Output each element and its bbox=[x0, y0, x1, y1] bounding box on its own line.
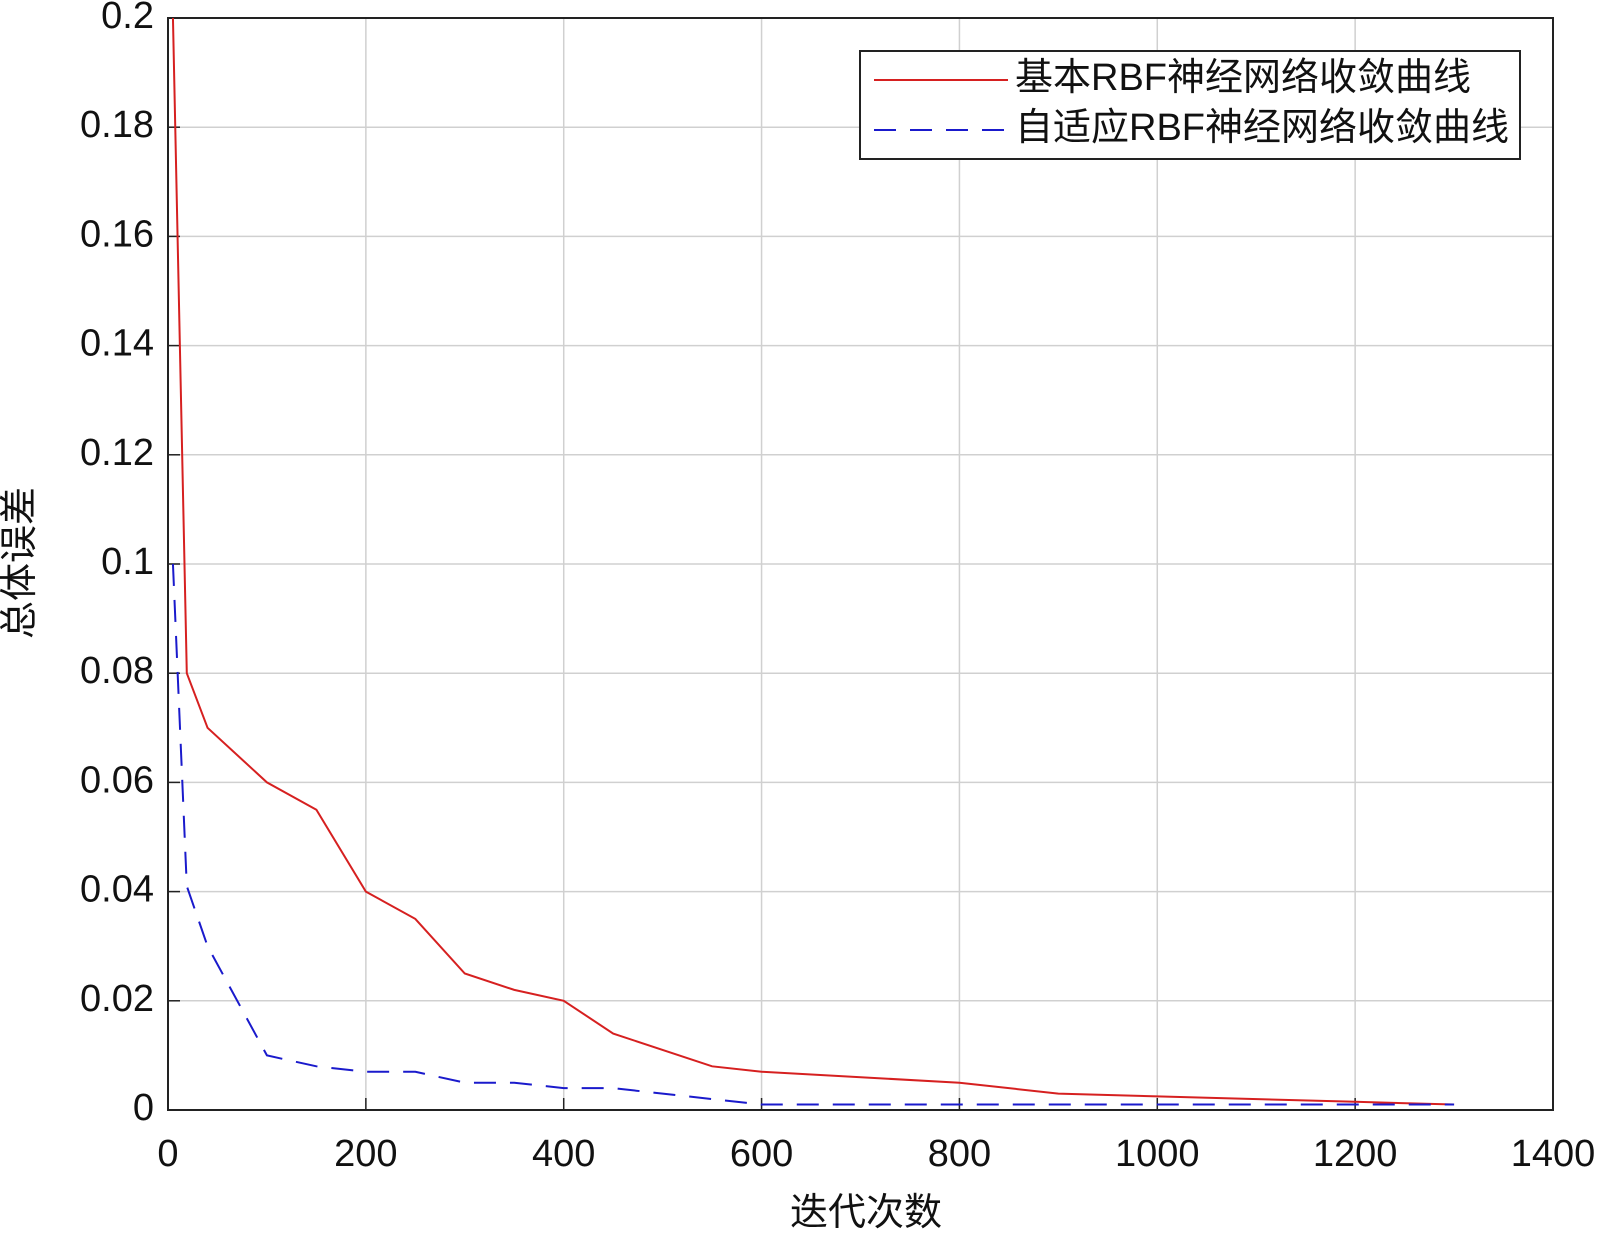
data-line bbox=[171, 17, 1455, 1106]
y-axis-label: 总体误差 bbox=[0, 487, 41, 639]
y-tick-label: 0.02 bbox=[80, 978, 154, 1020]
y-tick-label: 0.18 bbox=[80, 104, 154, 146]
x-tick-label: 1200 bbox=[1313, 1133, 1398, 1175]
y-tick-label: 0.12 bbox=[80, 432, 154, 474]
y-tick-label: 0.16 bbox=[80, 213, 154, 255]
y-tick-label: 0.14 bbox=[80, 323, 154, 365]
y-tick-label: 0.2 bbox=[101, 0, 154, 37]
y-tick-label: 0 bbox=[133, 1087, 154, 1129]
legend-box bbox=[859, 50, 1521, 160]
y-tick-label: 0.1 bbox=[101, 541, 154, 583]
x-tick-label: 0 bbox=[157, 1133, 178, 1175]
legend-label: 自适应RBF神经网络收敛曲线 bbox=[1015, 107, 1509, 149]
x-tick-label: 800 bbox=[928, 1133, 991, 1175]
x-axis-label: 迭代次数 bbox=[790, 1192, 942, 1234]
x-tick-label: 1400 bbox=[1511, 1133, 1596, 1175]
x-tick-label: 1000 bbox=[1115, 1133, 1200, 1175]
legend-label: 基本RBF神经网络收敛曲线 bbox=[1015, 57, 1471, 99]
x-tick-label: 600 bbox=[730, 1133, 793, 1175]
x-tick-label: 200 bbox=[334, 1133, 397, 1175]
y-tick-label: 0.06 bbox=[80, 759, 154, 801]
plot-frame bbox=[167, 17, 1554, 1111]
x-tick-label: 400 bbox=[532, 1133, 595, 1175]
data-line bbox=[171, 563, 1455, 1106]
y-tick-label: 0.04 bbox=[80, 869, 154, 911]
y-tick-label: 0.08 bbox=[80, 650, 154, 692]
